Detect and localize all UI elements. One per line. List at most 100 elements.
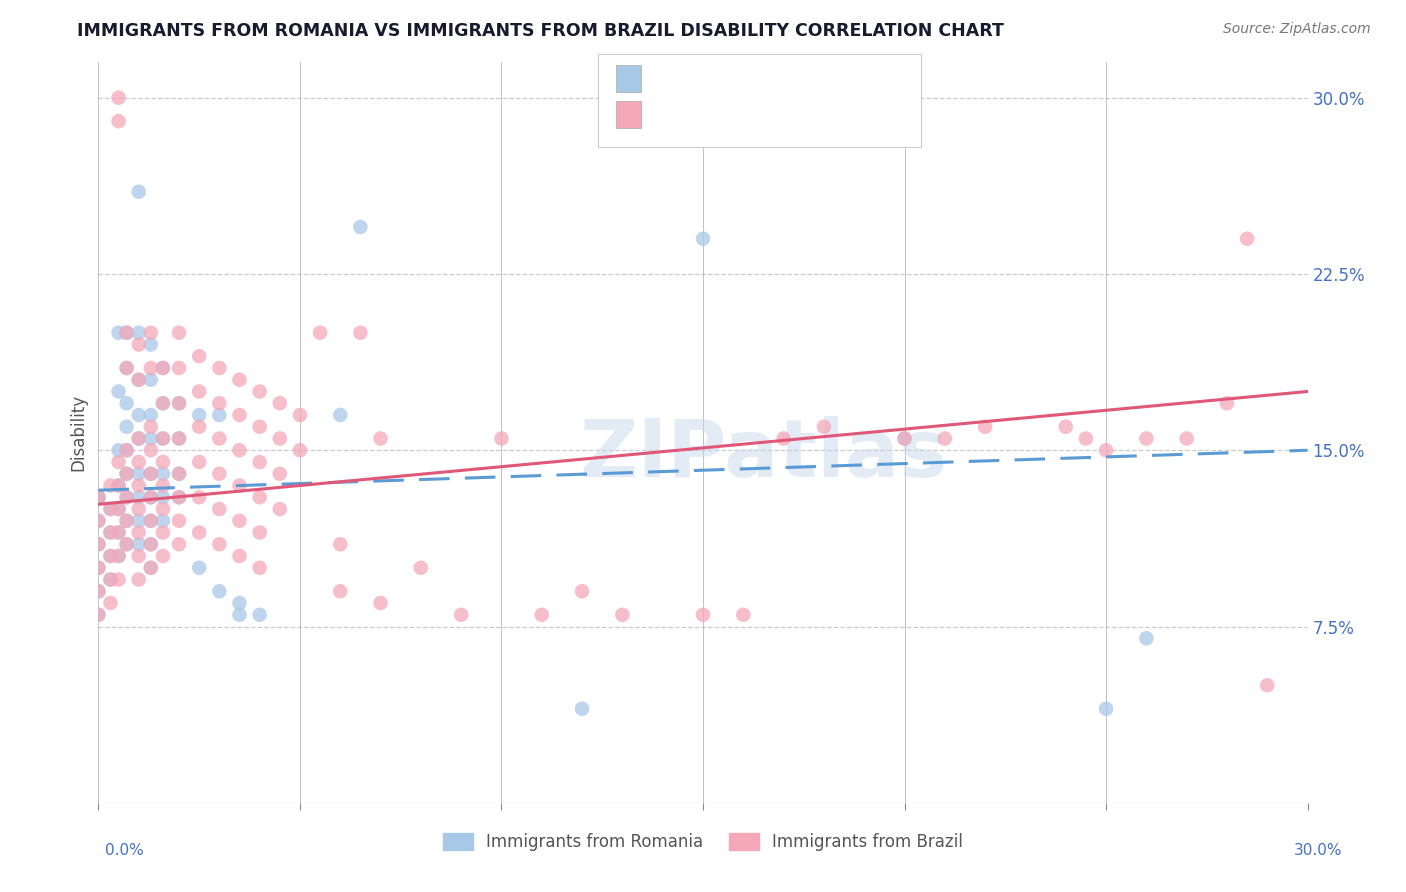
Point — [167, 467, 190, 481]
Point — [139, 373, 162, 387]
Point — [87, 584, 110, 599]
Point — [128, 490, 150, 504]
Point — [370, 432, 392, 446]
Point — [152, 361, 174, 376]
Point — [139, 326, 162, 340]
Point — [107, 478, 129, 492]
Point — [208, 467, 231, 481]
Point — [139, 537, 162, 551]
Point — [208, 432, 231, 446]
Point — [530, 607, 553, 622]
Point — [107, 502, 129, 516]
Point — [152, 396, 174, 410]
Point — [115, 326, 138, 340]
Point — [115, 537, 138, 551]
Point — [87, 490, 110, 504]
Point — [893, 432, 915, 446]
Point — [1054, 419, 1077, 434]
Point — [128, 525, 150, 540]
Point — [139, 537, 162, 551]
Point — [208, 361, 231, 376]
Point — [188, 419, 211, 434]
Point — [100, 502, 122, 516]
Text: R = 0.299   N = 117: R = 0.299 N = 117 — [650, 110, 831, 128]
Point — [128, 455, 150, 469]
Point — [152, 502, 174, 516]
Point — [115, 490, 138, 504]
Point — [152, 361, 174, 376]
Point — [115, 443, 138, 458]
Point — [107, 326, 129, 340]
Point — [139, 514, 162, 528]
Point — [612, 607, 634, 622]
Text: ZIPatlas: ZIPatlas — [579, 416, 948, 494]
Point — [128, 573, 150, 587]
Point — [1175, 432, 1198, 446]
Point — [87, 584, 110, 599]
Point — [188, 349, 211, 363]
Point — [115, 361, 138, 376]
Point — [813, 419, 835, 434]
Point — [128, 478, 150, 492]
Point — [1256, 678, 1278, 692]
Point — [349, 219, 371, 234]
Point — [309, 326, 332, 340]
Point — [409, 561, 432, 575]
Point — [128, 326, 150, 340]
Point — [139, 467, 162, 481]
Point — [107, 549, 129, 563]
Point — [772, 432, 794, 446]
Point — [152, 467, 174, 481]
Point — [934, 432, 956, 446]
Point — [87, 537, 110, 551]
Point — [87, 607, 110, 622]
Point — [152, 478, 174, 492]
Point — [167, 432, 190, 446]
Point — [228, 443, 250, 458]
Point — [87, 514, 110, 528]
Point — [249, 384, 271, 399]
Point — [152, 525, 174, 540]
Point — [100, 525, 122, 540]
Point — [167, 490, 190, 504]
Point — [733, 607, 755, 622]
Point — [329, 408, 352, 422]
Point — [249, 419, 271, 434]
Point — [167, 432, 190, 446]
Point — [100, 573, 122, 587]
Point — [100, 549, 122, 563]
Point — [269, 502, 291, 516]
Point — [1074, 432, 1097, 446]
Point — [692, 607, 714, 622]
Point — [208, 502, 231, 516]
Point — [167, 326, 190, 340]
Point — [128, 408, 150, 422]
Point — [349, 326, 371, 340]
Point — [128, 549, 150, 563]
Point — [249, 490, 271, 504]
Point — [139, 561, 162, 575]
Text: IMMIGRANTS FROM ROMANIA VS IMMIGRANTS FROM BRAZIL DISABILITY CORRELATION CHART: IMMIGRANTS FROM ROMANIA VS IMMIGRANTS FR… — [77, 22, 1004, 40]
Point — [139, 408, 162, 422]
Point — [115, 467, 138, 481]
Text: 30.0%: 30.0% — [1295, 843, 1343, 858]
Point — [188, 561, 211, 575]
Point — [1135, 632, 1157, 646]
Point — [329, 584, 352, 599]
Point — [128, 373, 150, 387]
Point — [87, 607, 110, 622]
Point — [228, 514, 250, 528]
Point — [571, 702, 593, 716]
Point — [249, 561, 271, 575]
Point — [249, 607, 271, 622]
Point — [208, 396, 231, 410]
Point — [115, 326, 138, 340]
Point — [1236, 232, 1258, 246]
Point — [115, 361, 138, 376]
Point — [139, 561, 162, 575]
Point — [288, 408, 311, 422]
Point — [1095, 702, 1118, 716]
Point — [100, 596, 122, 610]
Legend: Immigrants from Romania, Immigrants from Brazil: Immigrants from Romania, Immigrants from… — [436, 826, 970, 857]
Point — [87, 490, 110, 504]
